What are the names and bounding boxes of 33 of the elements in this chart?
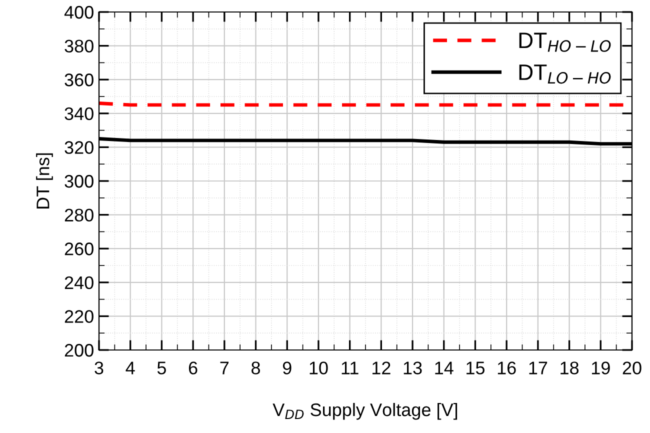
y-tick-label: 280	[64, 208, 94, 222]
x-tick-label: 9	[282, 362, 292, 374]
y-tick-label: 200	[64, 344, 94, 357]
x-tick-label: 6	[188, 362, 198, 374]
y-tick-label: 380	[64, 40, 94, 53]
x-tick-label: 13	[404, 362, 422, 374]
x-tick-label: 18	[560, 362, 579, 374]
y-tick-label: 360	[64, 74, 94, 86]
x-axis-title: V$_{DD}$ Supply Voltage [V]	[272, 402, 458, 420]
y-tick-label: 340	[64, 107, 94, 120]
x-tick-label: 4	[126, 362, 135, 374]
x-tick-label: 5	[157, 362, 166, 374]
x-tick-label: 19	[592, 362, 610, 374]
x-tick-label: 8	[252, 362, 260, 374]
x-tick-label: 7	[220, 362, 229, 374]
x-tick-label: 11	[342, 362, 358, 374]
x-tick-label: 16	[498, 362, 516, 374]
x-tick-label: 3	[94, 362, 104, 374]
x-tick-label: 20	[622, 362, 642, 374]
x-tick-label: 12	[372, 362, 390, 374]
legend-label: DT$_{LO−HO}$	[519, 64, 611, 84]
y-tick-label: 260	[64, 242, 94, 256]
x-tick-label: 10	[310, 362, 328, 374]
y-tick-label: 240	[64, 276, 94, 290]
x-tick-label: 15	[466, 362, 485, 374]
x-tick-label: 17	[529, 362, 548, 374]
y-axis-title: DT [ns]	[36, 153, 53, 208]
y-tick-label: 220	[64, 310, 94, 323]
y-tick-label: 300	[64, 174, 94, 188]
x-tick-label: 14	[435, 362, 454, 374]
y-tick-label: 320	[64, 141, 94, 154]
y-tick-label: 400	[64, 6, 94, 19]
legend-label: DT$_{HO−LO}$	[519, 32, 611, 52]
